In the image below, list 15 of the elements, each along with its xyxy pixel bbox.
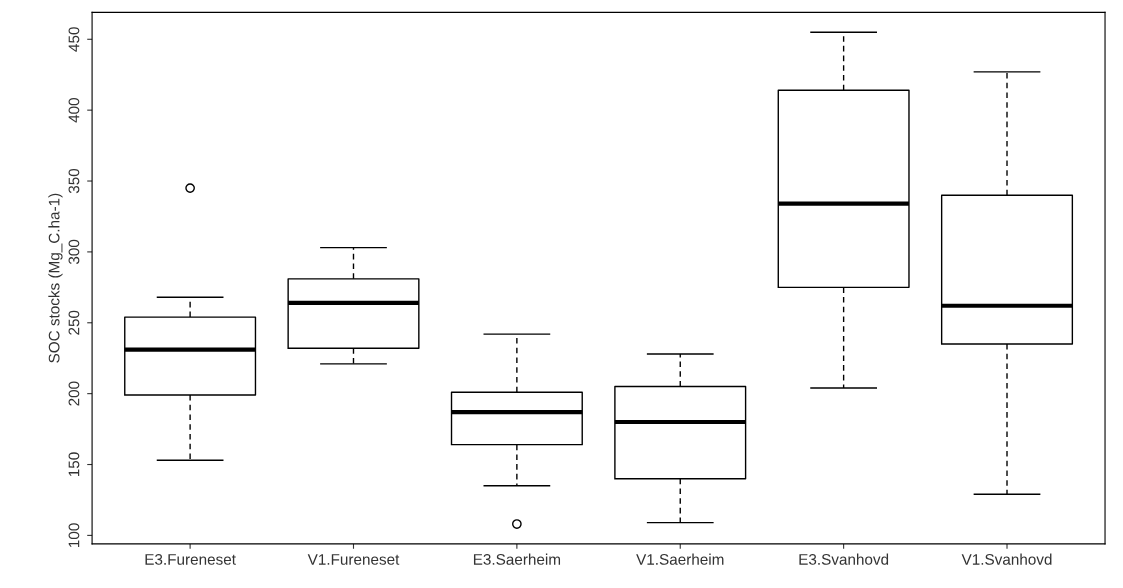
y-tick-label: 150	[68, 452, 80, 477]
x-tick-label: V1.Saerheim	[636, 553, 724, 565]
y-axis-title: SOC stocks (Mg_C.ha-1)	[48, 193, 63, 363]
x-tick-label: V1.Svanhovd	[961, 553, 1052, 565]
x-tick-label: E3.Saerheim	[473, 553, 561, 565]
x-tick-label: E3.Svanhovd	[799, 553, 889, 565]
y-tick-label: 450	[68, 27, 80, 52]
y-tick-label: 300	[68, 239, 80, 265]
x-tick-label: V1.Fureneset	[307, 554, 400, 565]
y-tick-label: 250	[68, 310, 80, 335]
y-tick-label: 400	[68, 98, 80, 123]
y-tick-label: 200	[68, 381, 80, 406]
x-tick-label: E3.Fureneset	[145, 554, 236, 565]
y-tick-label: 350	[68, 168, 80, 194]
y-tick-label: 100	[68, 523, 80, 547]
